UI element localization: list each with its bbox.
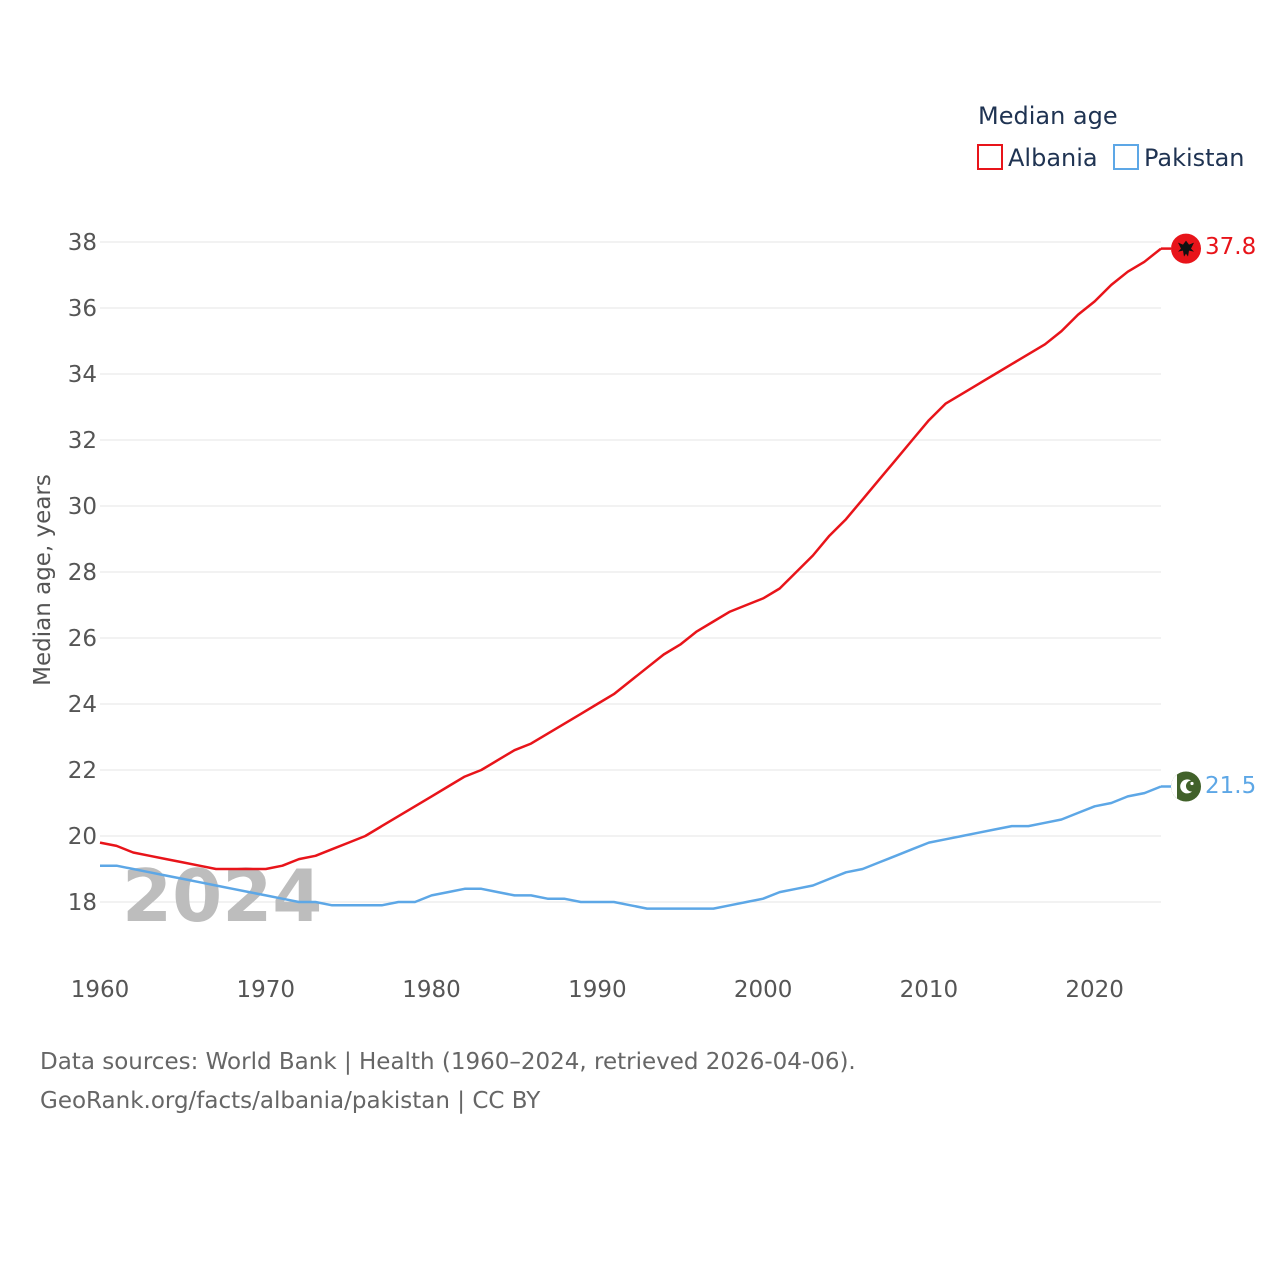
y-tick-label: 18 [68, 890, 97, 916]
grid [100, 241, 1161, 903]
series-line-pakistan[interactable] [100, 785, 1162, 910]
albania-flag-icon [1171, 233, 1201, 264]
y-axis-ticks: 18 20 22 24 26 28 30 32 34 36 38 [68, 230, 97, 916]
y-tick-label: 28 [68, 560, 97, 586]
legend: Median age Albania Pakistan [977, 102, 1245, 172]
x-tick-label: 2000 [734, 977, 793, 1003]
x-tick-label: 1980 [402, 977, 461, 1003]
legend-swatch-pakistan [1113, 144, 1139, 170]
y-tick-label: 20 [68, 824, 97, 850]
credit-line[interactable]: GeoRank.org/facts/albania/pakistan | CC … [40, 1088, 541, 1114]
x-tick-label: 2010 [900, 977, 959, 1003]
series-line-albania[interactable] [99, 247, 1162, 871]
y-tick-label: 32 [68, 428, 97, 454]
series-lines [99, 247, 1171, 910]
legend-item-albania[interactable]: Albania [977, 144, 1098, 172]
y-axis-title: Median age, years [30, 474, 56, 686]
y-tick-label: 38 [68, 230, 97, 256]
legend-title: Median age [978, 102, 1118, 130]
y-tick-label: 24 [68, 692, 97, 718]
y-tick-label: 30 [68, 494, 97, 520]
y-tick-label: 26 [68, 626, 97, 652]
source-line: Data sources: World Bank | Health (1960–… [40, 1049, 856, 1075]
legend-item-pakistan[interactable]: Pakistan [1113, 144, 1245, 172]
pakistan-flag-icon [1171, 771, 1201, 802]
x-tick-label: 1970 [237, 977, 296, 1003]
legend-swatch-albania [977, 144, 1003, 170]
end-markers: 37.8 21.5 [1171, 233, 1256, 802]
x-tick-label: 1990 [568, 977, 627, 1003]
x-tick-label: 1960 [71, 977, 130, 1003]
x-tick-label: 2020 [1065, 977, 1124, 1003]
current-year-label: 2024 [122, 854, 322, 938]
source-note: Data sources: World Bank | Health (1960–… [40, 1043, 856, 1121]
x-axis-ticks: 1960 1970 1980 1990 2000 2010 2020 [71, 977, 1124, 1003]
y-tick-label: 34 [68, 362, 97, 388]
end-label-albania: 37.8 [1205, 234, 1256, 260]
y-tick-label: 22 [68, 758, 97, 784]
legend-label-albania: Albania [1008, 144, 1098, 172]
legend-label-pakistan: Pakistan [1144, 144, 1245, 172]
y-tick-label: 36 [68, 296, 97, 322]
end-label-pakistan: 21.5 [1205, 773, 1256, 799]
